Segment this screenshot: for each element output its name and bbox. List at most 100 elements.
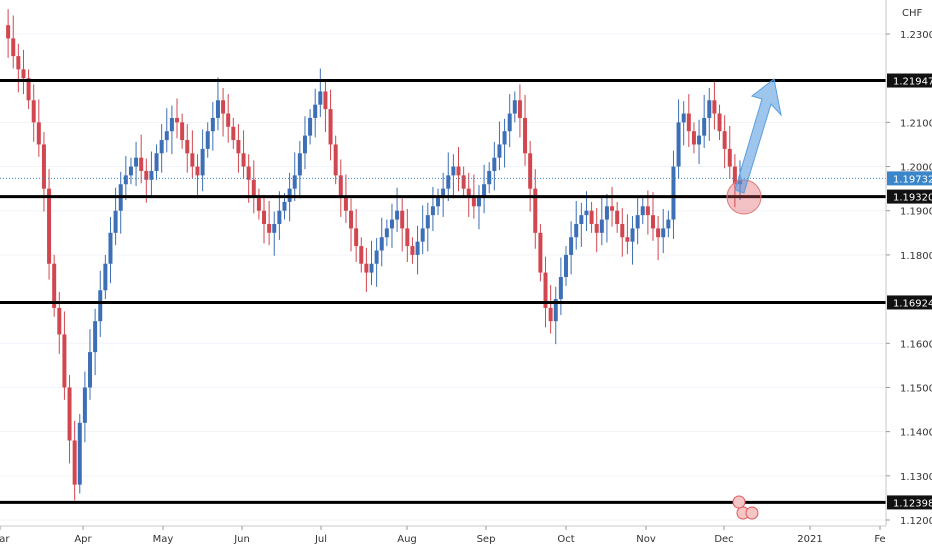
candle-body	[507, 113, 512, 132]
candle-body	[405, 228, 410, 247]
candle-body	[134, 157, 139, 167]
candle-body	[553, 299, 558, 322]
candle-body	[661, 228, 666, 238]
candle-body	[487, 170, 492, 185]
candle-body	[543, 272, 548, 308]
candle-body	[195, 166, 200, 176]
candle-body	[277, 210, 282, 224]
candle-body	[476, 197, 481, 207]
candle-body	[717, 113, 722, 132]
candle-body	[697, 135, 702, 145]
plot-background	[0, 0, 886, 526]
candle-body	[21, 69, 26, 79]
level-tag-text: 1.19320	[893, 193, 932, 204]
candle-body	[702, 117, 707, 136]
current-price-tag-bg	[887, 171, 932, 186]
candle-body	[41, 144, 46, 189]
candle-body	[175, 117, 180, 123]
candle-body	[123, 175, 128, 185]
candle-body	[77, 422, 82, 485]
candle-body	[31, 100, 36, 123]
candle-body	[226, 113, 231, 127]
price-tick-label: 1.14000	[900, 428, 932, 439]
price-tick-label: 1.15000	[900, 383, 932, 394]
candle-body	[154, 153, 159, 171]
candle-body	[374, 250, 379, 264]
candle-body	[292, 175, 297, 189]
level-tag-text: 1.16924	[893, 298, 932, 309]
candle-body	[599, 219, 604, 233]
candle-body	[272, 223, 277, 233]
candle-body	[113, 210, 118, 233]
candle-body	[246, 166, 251, 180]
candle-body	[210, 117, 215, 132]
candle-body	[72, 440, 77, 485]
candle-body	[256, 197, 261, 211]
candle-body	[128, 166, 133, 176]
candle-body	[349, 210, 354, 229]
price-axis: 1.23000 1.21000 1.20000 1.19000 1.18000 1.160…	[886, 30, 932, 527]
candle-body	[62, 334, 67, 388]
candle-body	[169, 117, 174, 132]
candle-body	[502, 131, 507, 145]
time-tick-label: Fe	[874, 534, 885, 545]
event-markers[interactable]	[732, 495, 759, 520]
time-tick-label: Oct	[557, 534, 574, 545]
candle-body	[574, 223, 579, 238]
candle-body	[604, 206, 609, 220]
candle-body	[430, 206, 435, 216]
price-tick-label: 1.21000	[900, 118, 932, 129]
candle-body	[267, 223, 272, 233]
time-tick-label: Sep	[477, 534, 496, 545]
candle-body	[681, 113, 686, 123]
candle-body	[359, 246, 364, 264]
time-tick-label: Apr	[74, 534, 92, 545]
level-tag-bg	[887, 73, 932, 88]
candle-body	[645, 206, 650, 216]
candle-body	[241, 153, 246, 167]
candle-body	[466, 188, 471, 198]
candle-body	[523, 117, 528, 154]
candle-body	[446, 175, 451, 189]
candle-body	[589, 210, 594, 224]
current-price-tag-text: 1.19732	[893, 174, 932, 185]
candle-body	[98, 290, 103, 322]
candle-body	[666, 219, 671, 229]
level-tag-text: 1.21947	[893, 77, 932, 88]
candle-body	[364, 263, 369, 273]
candle-body	[82, 387, 87, 423]
candle-body	[517, 100, 522, 118]
candle-body	[656, 228, 661, 238]
candle-body	[563, 254, 568, 277]
time-axis: Mar Apr May Jun Jul Aug Sep Oct Nov Dec 2021 Fe	[0, 526, 886, 545]
candle-body	[425, 215, 430, 229]
candle-body	[548, 307, 553, 322]
candle-body	[420, 228, 425, 242]
candle-body	[236, 140, 241, 154]
candle-body	[47, 188, 52, 264]
candle-body	[691, 131, 696, 145]
time-tick-label: Dec	[714, 534, 733, 545]
candle-body	[333, 144, 338, 176]
candle-body	[88, 352, 93, 388]
candle-body	[528, 153, 533, 189]
candle-body	[11, 38, 16, 57]
candle-body	[262, 210, 267, 224]
candle-body	[26, 78, 31, 101]
candle-body	[395, 210, 400, 220]
currency-label: CHF	[902, 8, 923, 19]
time-tick-label: Mar	[0, 534, 10, 545]
candle-body	[615, 210, 620, 224]
candle-body	[415, 241, 420, 255]
level-price-tags: 1.21947 1.19320 1.16924 1.12398	[887, 73, 932, 510]
time-tick-label: Jul	[314, 534, 327, 545]
event-marker-icon[interactable]	[745, 506, 759, 520]
current-price-tag: 1.19732	[887, 171, 932, 186]
candle-body	[369, 263, 374, 273]
price-tick-label: 1.18000	[900, 251, 932, 262]
event-marker-icon[interactable]	[732, 495, 746, 509]
candle-body	[103, 263, 108, 291]
candle-body	[52, 263, 57, 308]
candle-body	[712, 100, 717, 114]
